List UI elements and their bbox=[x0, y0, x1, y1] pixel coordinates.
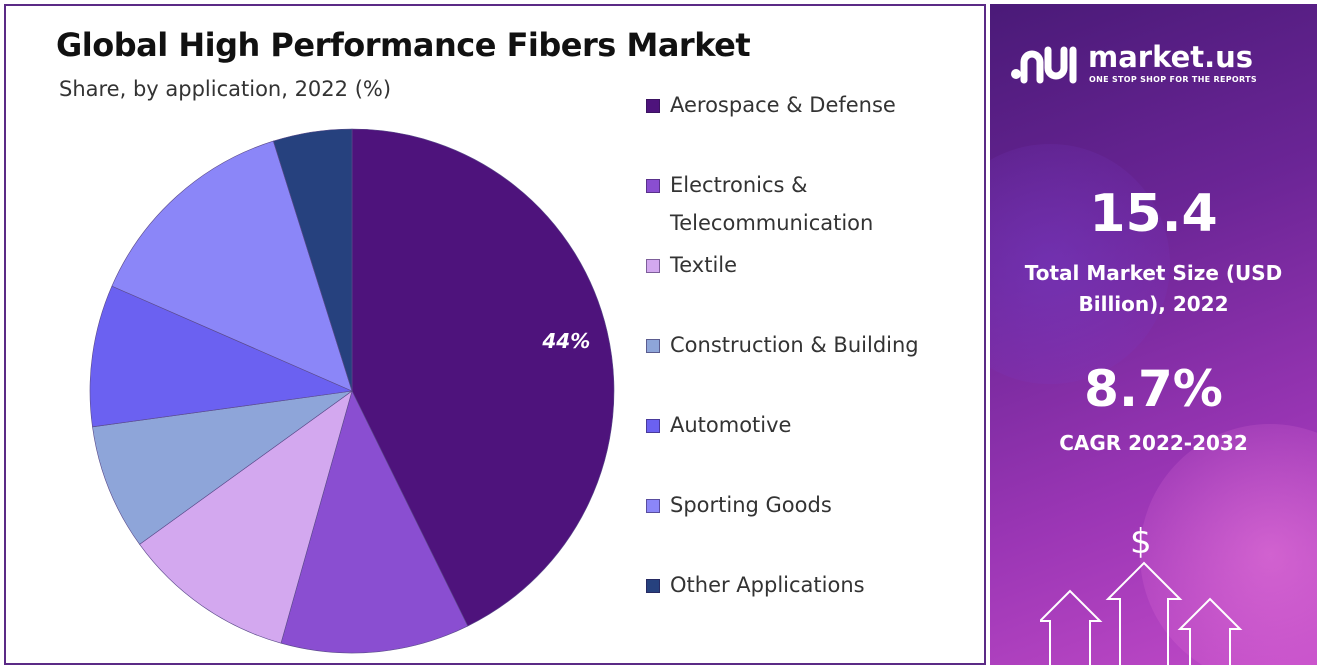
legend-swatch bbox=[646, 499, 660, 513]
legend-label: Construction & Building bbox=[670, 333, 919, 357]
chart-subtitle: Share, by application, 2022 (%) bbox=[59, 77, 392, 101]
legend-swatch bbox=[646, 579, 660, 593]
legend-item: Automotive bbox=[646, 413, 970, 444]
chart-title: Global High Performance Fibers Market bbox=[56, 26, 751, 64]
pie-slice-construction-building bbox=[92, 390, 353, 545]
chart-panel: Global High Performance Fibers Market Sh… bbox=[4, 4, 986, 665]
summary-panel: market.us ONE STOP SHOP FOR THE REPORTS … bbox=[990, 4, 1317, 665]
legend-label: Aerospace & Defense bbox=[670, 93, 896, 117]
pie-slice-automotive bbox=[89, 285, 354, 428]
legend-swatch bbox=[646, 179, 660, 193]
pie-slice-aerospace-defense bbox=[351, 128, 615, 627]
legend-item: Electronics & Telecommunication bbox=[646, 173, 970, 242]
legend-label: Electronics & Telecommunication bbox=[670, 173, 874, 235]
market-size-value: 15.4 bbox=[1089, 184, 1218, 244]
dollar-icon: $ bbox=[1130, 522, 1152, 562]
legend-label: Other Applications bbox=[670, 573, 865, 597]
legend-label: Textile bbox=[670, 253, 738, 277]
brand-tagline: ONE STOP SHOP FOR THE REPORTS bbox=[1089, 75, 1257, 84]
cagr-label: CAGR 2022-2032 bbox=[1059, 431, 1248, 455]
legend-label: Automotive bbox=[670, 413, 792, 437]
legend-label: Sporting Goods bbox=[670, 493, 832, 517]
pie-slice-electronics-telecommunication bbox=[280, 390, 469, 654]
legend-item: Textile bbox=[646, 253, 970, 284]
legend-item: Sporting Goods bbox=[646, 493, 970, 524]
legend-swatch bbox=[646, 339, 660, 353]
brand-name: market.us bbox=[1088, 40, 1254, 74]
pie-slice-other-applications bbox=[272, 128, 353, 392]
legend-swatch bbox=[646, 259, 660, 273]
market-size-label: Total Market Size (USD Billion), 2022 bbox=[1024, 261, 1283, 316]
pie-data-label: 44% bbox=[541, 329, 590, 353]
legend-item: Construction & Building bbox=[646, 333, 970, 364]
legend-swatch bbox=[646, 99, 660, 113]
pie-slice-sporting-goods bbox=[111, 140, 353, 392]
growth-arrows-icon bbox=[1040, 561, 1243, 665]
market-us-logo-icon bbox=[1011, 46, 1077, 84]
legend-swatch bbox=[646, 419, 660, 433]
pie-chart: 44% bbox=[89, 128, 615, 654]
legend-item: Aerospace & Defense bbox=[646, 93, 970, 124]
cagr-value: 8.7% bbox=[1084, 360, 1223, 418]
pie-slice-textile bbox=[139, 390, 353, 644]
legend-item: Other Applications bbox=[646, 573, 970, 604]
